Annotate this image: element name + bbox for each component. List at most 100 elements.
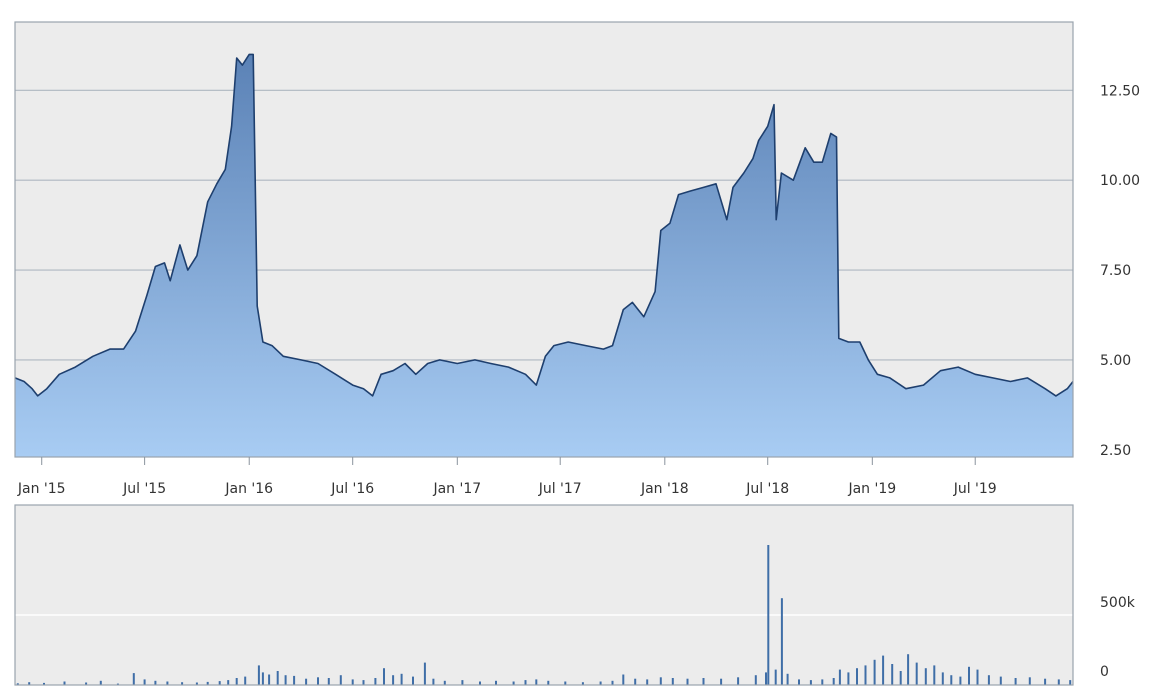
volume-bar	[443, 680, 446, 685]
volume-bar	[915, 662, 918, 685]
volume-bar	[1014, 678, 1017, 685]
volume-bar	[284, 675, 287, 685]
volume-bar	[432, 678, 435, 685]
price-y-tick-label: 2.50	[1100, 443, 1131, 459]
volume-bar	[392, 675, 395, 685]
price-y-tick-label: 5.00	[1100, 353, 1131, 369]
volume-bar	[987, 675, 990, 685]
volume-bar	[512, 681, 515, 685]
x-tick-label: Jan '19	[847, 481, 896, 497]
volume-bar	[999, 676, 1002, 685]
x-axis: Jan '15 Jul '15 Jan '16 Jul '16 Jan '17 Jul '…	[17, 457, 997, 497]
volume-bar	[400, 673, 403, 685]
volume-y-axis: 0 500k	[1100, 595, 1136, 680]
volume-bar	[63, 681, 66, 685]
volume-plot-background	[15, 505, 1073, 685]
volume-bar	[882, 655, 885, 685]
volume-bar	[143, 679, 146, 685]
x-tick-label: Jan '15	[17, 481, 66, 497]
volume-bar	[305, 678, 308, 685]
volume-bar	[847, 672, 850, 685]
volume-y-tick-label: 500k	[1100, 595, 1136, 611]
price-series-line	[14, 53, 1074, 397]
volume-y-tick-label: 0	[1100, 664, 1109, 680]
price-y-tick-label: 7.50	[1100, 263, 1131, 279]
volume-bar	[535, 679, 538, 685]
volume-bar	[154, 680, 157, 685]
volume-bar	[821, 679, 824, 685]
volume-bar	[873, 659, 876, 685]
volume-bar	[28, 682, 31, 685]
volume-bar	[899, 671, 902, 685]
volume-bar	[780, 598, 783, 685]
volume-bar	[362, 680, 365, 685]
volume-bar	[218, 681, 221, 685]
volume-bar	[950, 675, 953, 685]
volume-bar	[547, 680, 550, 685]
volume-bar	[634, 678, 637, 685]
volume-bar	[16, 683, 19, 685]
volume-bar	[261, 672, 264, 685]
x-tick-label: Jan '16	[224, 481, 273, 497]
volume-bar	[276, 671, 279, 685]
volume-bar	[720, 678, 723, 685]
volume-bar	[166, 681, 169, 685]
volume-bar	[339, 675, 342, 685]
volume-bar	[838, 669, 841, 685]
x-tick-label: Jul '15	[122, 481, 166, 497]
price-plot-frame	[14, 21, 1074, 458]
volume-bar	[933, 665, 936, 685]
volume-bar	[737, 677, 740, 685]
volume-bar	[702, 678, 705, 685]
volume-bar	[907, 654, 910, 685]
volume-bar	[423, 662, 426, 685]
volume-bar	[622, 674, 625, 685]
price-y-tick-label: 12.50	[1100, 83, 1140, 99]
volume-bar	[611, 680, 614, 685]
volume-bar	[317, 677, 319, 685]
volume-bar	[374, 678, 377, 685]
volume-bar	[1057, 679, 1060, 685]
volume-bar	[235, 678, 238, 685]
volume-bars	[16, 545, 1072, 685]
volume-bar	[181, 682, 184, 685]
volume-bar	[524, 680, 527, 685]
x-tick-label: Jul '19	[953, 481, 997, 497]
chart-frame	[14, 21, 1074, 686]
volume-bar	[864, 665, 867, 685]
volume-bar	[268, 674, 271, 685]
volume-bar	[924, 668, 927, 685]
volume-bar	[1028, 677, 1031, 685]
price-area	[14, 53, 1074, 458]
x-tick-label: Jul '18	[745, 481, 789, 497]
volume-bar	[968, 666, 970, 685]
volume-bar	[327, 678, 330, 685]
volume-bar	[786, 673, 789, 685]
volume-bar	[765, 672, 767, 685]
volume-bar	[495, 680, 497, 685]
volume-bar	[257, 665, 260, 685]
volume-bar	[383, 668, 385, 685]
volume-bar	[809, 680, 812, 685]
volume-bar	[412, 676, 414, 685]
volume-bar	[832, 678, 835, 685]
price-y-tick-label: 10.00	[1100, 173, 1140, 189]
x-tick-label: Jan '18	[640, 481, 689, 497]
volume-bar	[941, 672, 944, 685]
x-tick-label: Jul '16	[330, 481, 374, 497]
volume-bar	[461, 680, 464, 685]
price-y-axis: 2.50 5.00 7.50 10.00 12.50	[1100, 83, 1140, 459]
volume-bar	[959, 676, 962, 685]
volume-bar	[1044, 678, 1047, 685]
volume-bar	[686, 678, 689, 685]
volume-bar	[206, 681, 209, 685]
volume-bar	[767, 545, 770, 685]
volume-plot-frame	[14, 504, 1074, 686]
x-tick-label: Jul '17	[538, 481, 582, 497]
volume-bar	[754, 675, 757, 685]
volume-bar	[976, 669, 979, 685]
volume-bar	[195, 682, 198, 685]
volume-bar	[564, 681, 567, 685]
volume-bar	[856, 668, 858, 685]
